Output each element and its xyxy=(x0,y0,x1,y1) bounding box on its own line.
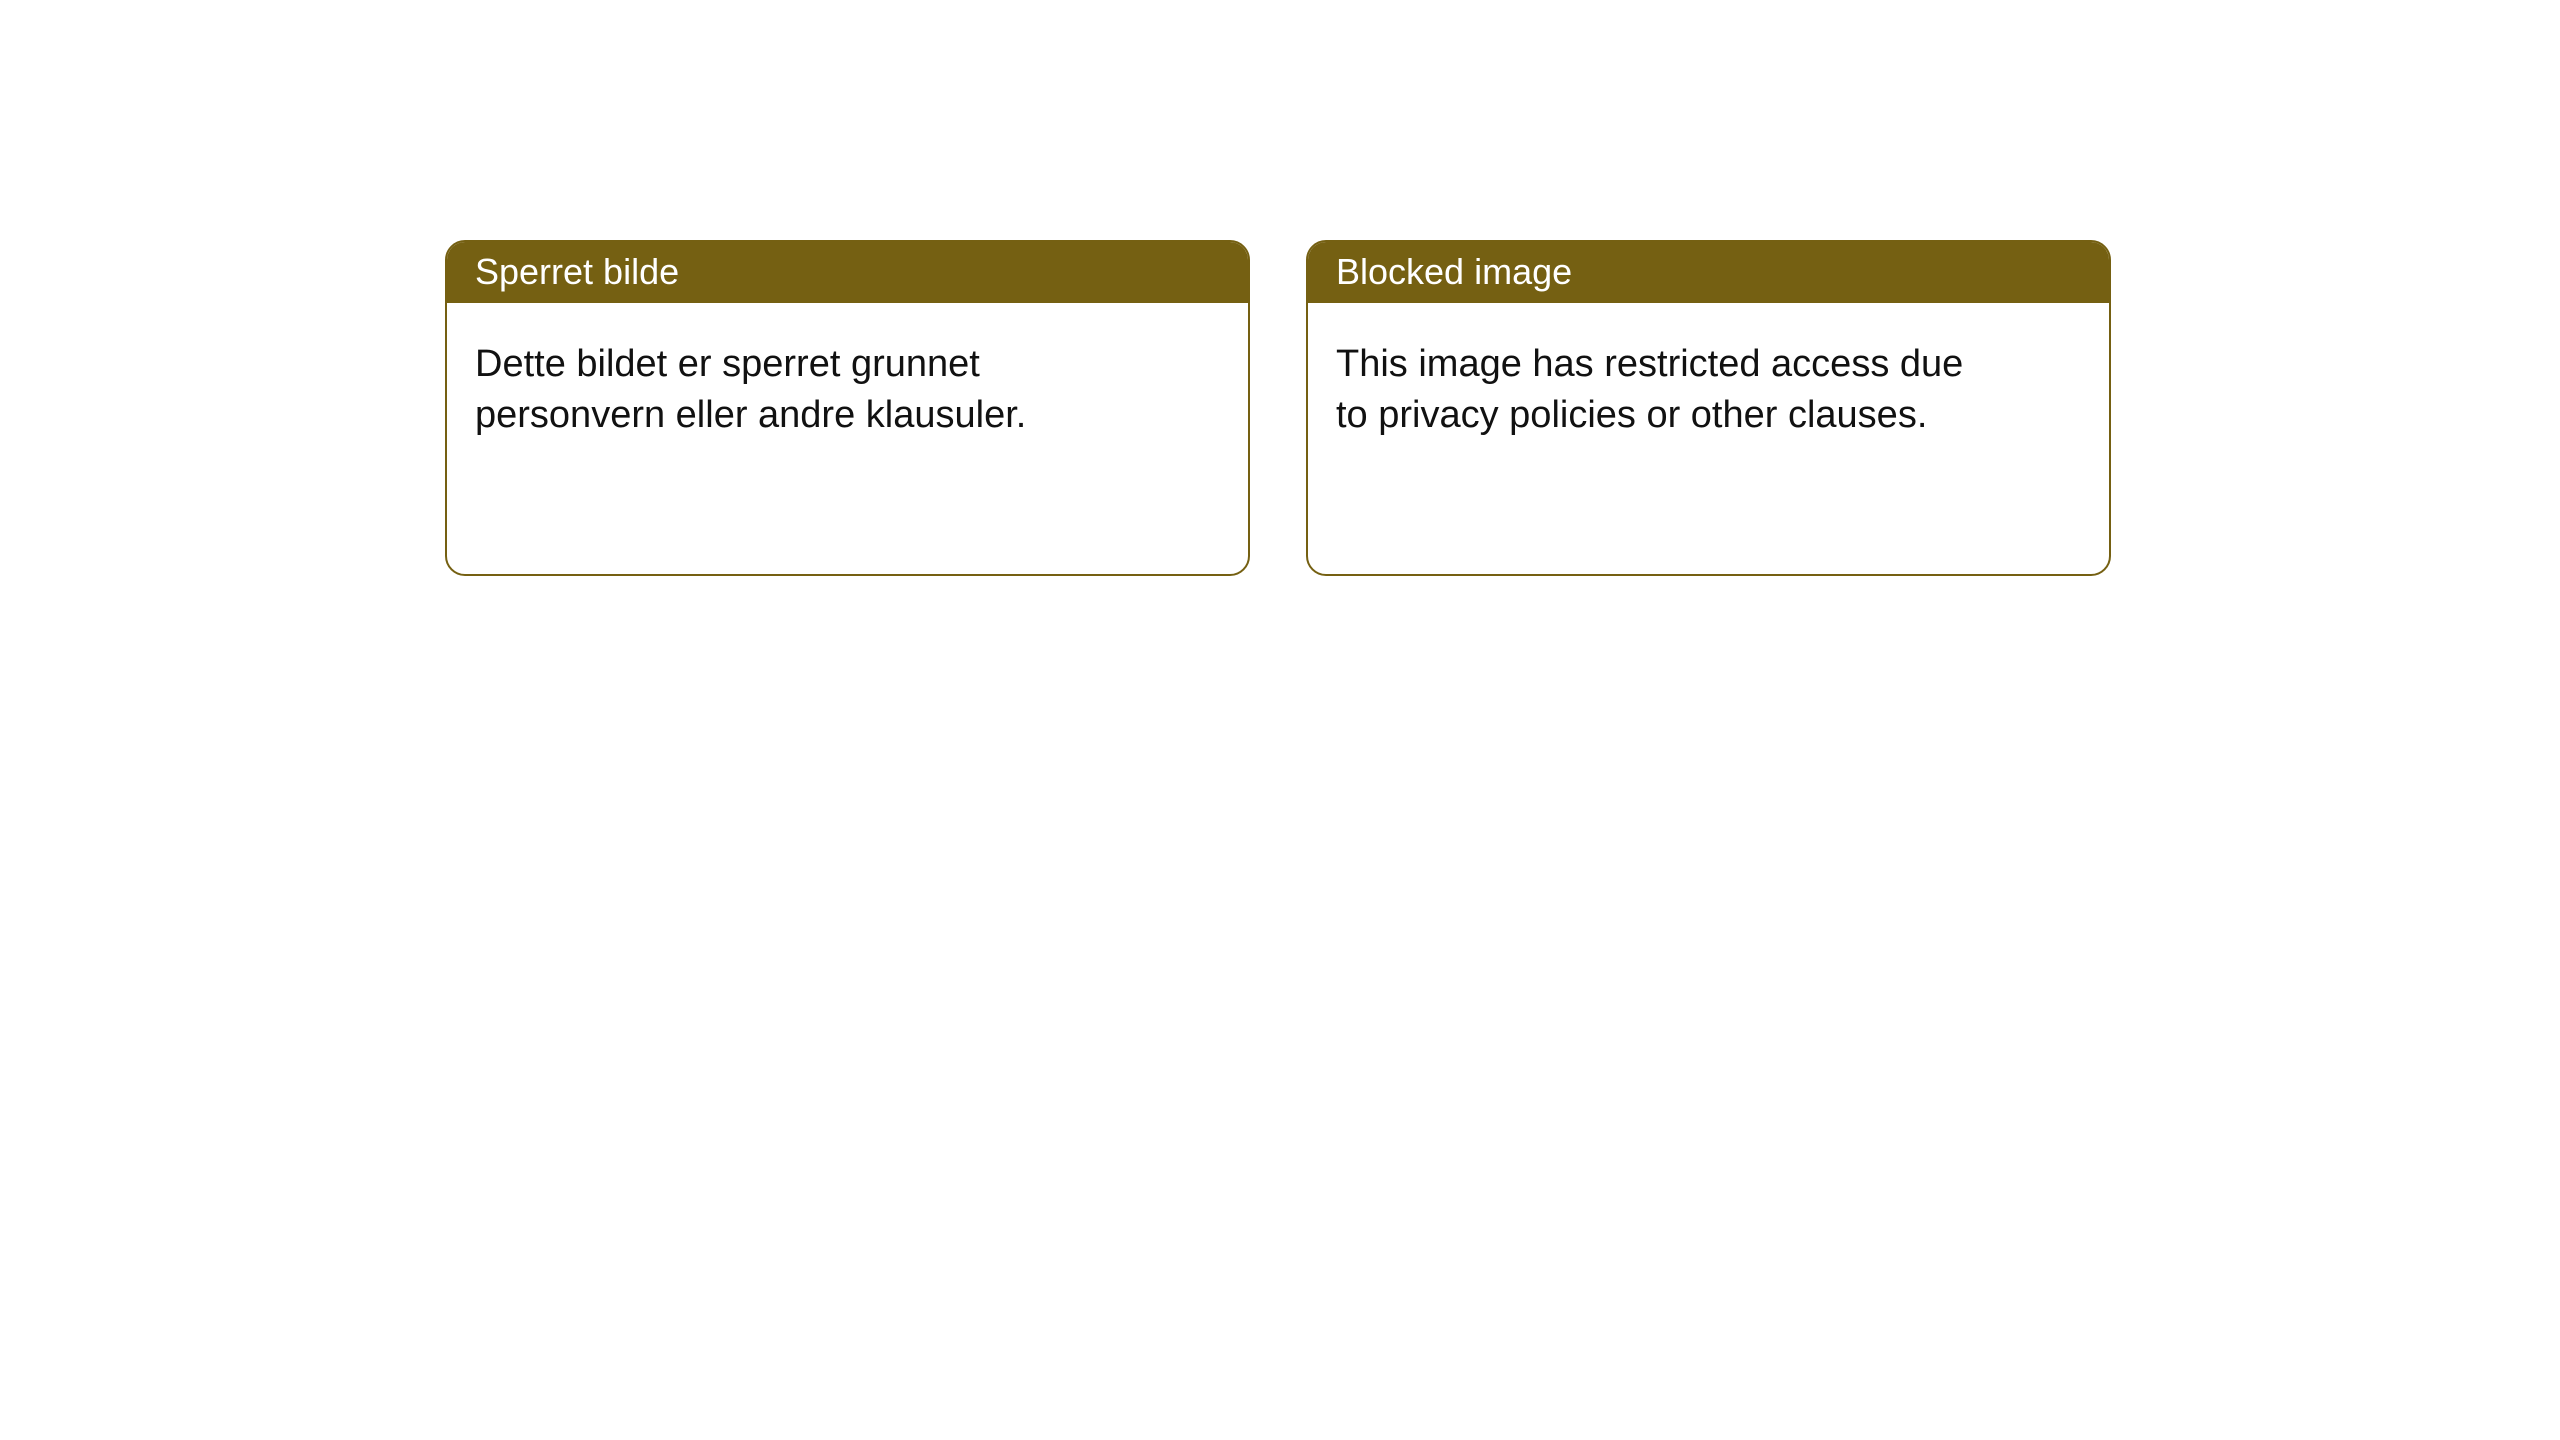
notice-row: Sperret bilde Dette bildet er sperret gr… xyxy=(445,240,2111,576)
notice-card-body: This image has restricted access due to … xyxy=(1308,303,2008,470)
notice-card-title: Blocked image xyxy=(1308,242,2109,303)
notice-card-body: Dette bildet er sperret grunnet personve… xyxy=(447,303,1147,470)
notice-card-norwegian: Sperret bilde Dette bildet er sperret gr… xyxy=(445,240,1250,576)
notice-card-title: Sperret bilde xyxy=(447,242,1248,303)
notice-card-english: Blocked image This image has restricted … xyxy=(1306,240,2111,576)
